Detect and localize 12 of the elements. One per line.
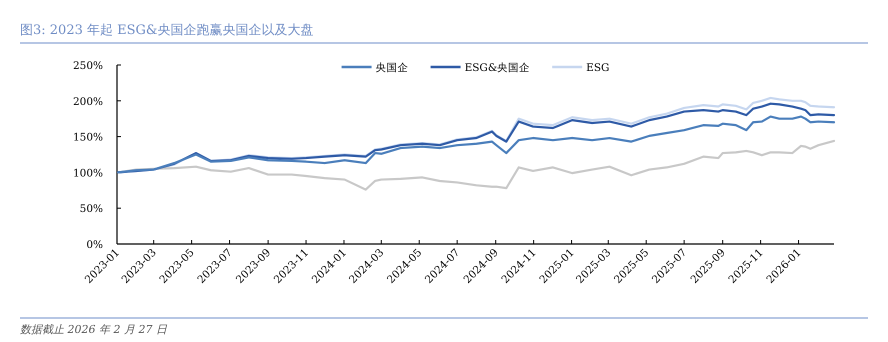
legend-label: 央国企 bbox=[376, 61, 409, 74]
chart-title: 图3: 2023 年起 ESG&央国企跑赢央国企以及大盘 bbox=[20, 23, 314, 38]
line-series bbox=[117, 115, 836, 174]
legend-label: ESG bbox=[586, 62, 610, 74]
text: 数据截止 2026 年 2 月 27 日 bbox=[20, 323, 168, 336]
y-tick-label: 50% bbox=[80, 203, 104, 216]
y-tick-label: 200% bbox=[72, 96, 104, 108]
y-tick-label: 100% bbox=[72, 167, 104, 180]
y-tick-label: 250% bbox=[72, 60, 104, 72]
legend-label: ESG&央国企 bbox=[464, 61, 530, 74]
y-tick-label: 0% bbox=[86, 239, 104, 251]
y-tick-label: 150% bbox=[72, 132, 104, 144]
